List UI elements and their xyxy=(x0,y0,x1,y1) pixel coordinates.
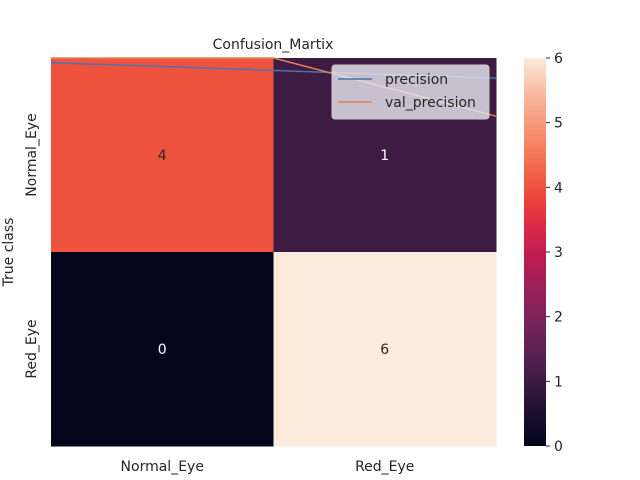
chart-title: Confusion_Martix xyxy=(213,37,334,53)
y-tick-label: Normal_Eye xyxy=(24,113,40,196)
cell-value-label: 6 xyxy=(380,342,389,358)
y-tick-label: Red_Eye xyxy=(24,319,40,378)
x-tick-label: Normal_Eye xyxy=(121,459,204,475)
x-tick-labels: Normal_Eye Red_Eye xyxy=(121,459,415,475)
heatmap-cell-labels: 4 1 0 6 xyxy=(158,148,390,358)
colorbar-tick-label: 0 xyxy=(554,439,563,455)
heatmap-cell xyxy=(51,58,274,253)
y-tick-labels: Normal_Eye Red_Eye xyxy=(24,113,40,378)
cell-value-label: 0 xyxy=(158,342,167,358)
colorbar-tick-label: 6 xyxy=(554,51,563,67)
colorbar-tick-label: 5 xyxy=(554,116,563,132)
heatmap-cell xyxy=(273,252,497,447)
colorbar-tick-label: 1 xyxy=(554,374,563,390)
legend-entry-label: val_precision xyxy=(385,95,476,111)
legend-entry-label: precision xyxy=(385,72,448,88)
colorbar: 0 1 2 3 4 5 6 xyxy=(524,51,563,455)
heatmap-cell xyxy=(51,252,274,447)
colorbar-tick-label: 4 xyxy=(554,180,563,196)
legend: precision val_precision xyxy=(331,64,490,120)
colorbar-gradient xyxy=(524,58,546,446)
colorbar-tick-label: 2 xyxy=(554,310,563,326)
x-tick-label: Red_Eye xyxy=(355,459,414,475)
y-axis-label: True class xyxy=(1,218,17,288)
cell-value-label: 4 xyxy=(158,148,167,164)
cell-value-label: 1 xyxy=(380,148,389,164)
colorbar-tick-label: 3 xyxy=(554,245,563,261)
